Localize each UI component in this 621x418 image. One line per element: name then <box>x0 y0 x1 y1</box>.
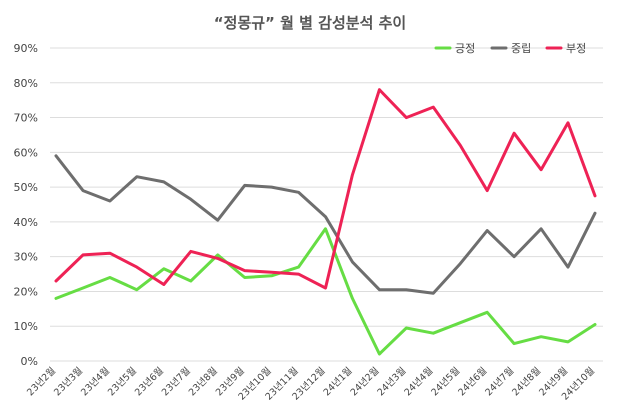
x-tick-label: 24년3월 <box>375 365 409 399</box>
series-lines <box>54 88 597 356</box>
legend-label: 중립 <box>511 42 531 55</box>
x-tick-label: 24년1월 <box>321 365 355 399</box>
x-tick-label: 24년8월 <box>510 365 544 399</box>
y-tick-label: 50% <box>14 181 38 194</box>
x-tick-label: 23년8월 <box>186 365 220 399</box>
y-tick-label: 70% <box>14 112 38 125</box>
series-line-3 <box>54 88 597 290</box>
x-axis-ticks: 23년2월23년3월23년4월23년5월23년6월23년7월23년8월23년9월… <box>24 365 597 403</box>
x-tick-label: 23년3월 <box>51 365 85 399</box>
x-tick-label: 23년7월 <box>159 365 193 399</box>
legend-label: 부정 <box>566 42 586 55</box>
y-tick-label: 40% <box>14 216 38 229</box>
chart-title: “정몽규” 월 별 감성분석 추이 <box>214 14 406 32</box>
y-tick-label: 90% <box>14 42 38 55</box>
y-tick-label: 30% <box>14 251 38 264</box>
legend-label: 긍정 <box>455 42 475 55</box>
series-line-2 <box>54 154 597 295</box>
x-tick-label: 24년5월 <box>429 365 463 399</box>
y-axis-ticks: 0% 10% 20% 30% 40% 50% 60% 70% 80% 90% <box>14 42 38 368</box>
x-tick-label: 23년4월 <box>78 365 112 399</box>
y-tick-label: 10% <box>14 320 38 333</box>
x-tick-label: 24년6월 <box>456 365 490 399</box>
gridlines <box>50 47 603 362</box>
x-tick-label: 24년4월 <box>402 365 436 399</box>
x-tick-label: 23년5월 <box>105 365 139 399</box>
y-tick-label: 60% <box>14 146 38 159</box>
series-line-1 <box>54 227 597 356</box>
y-tick-label: 0% <box>21 355 38 368</box>
y-tick-label: 20% <box>14 285 38 298</box>
x-tick-label: 24년2월 <box>348 365 382 399</box>
y-tick-label: 80% <box>14 77 38 90</box>
x-tick-label: 23년6월 <box>132 365 166 399</box>
x-tick-label: 24년7월 <box>483 365 517 399</box>
legend: 긍정 중립 부정 <box>434 42 586 55</box>
x-tick-label: 23년2월 <box>24 365 58 399</box>
